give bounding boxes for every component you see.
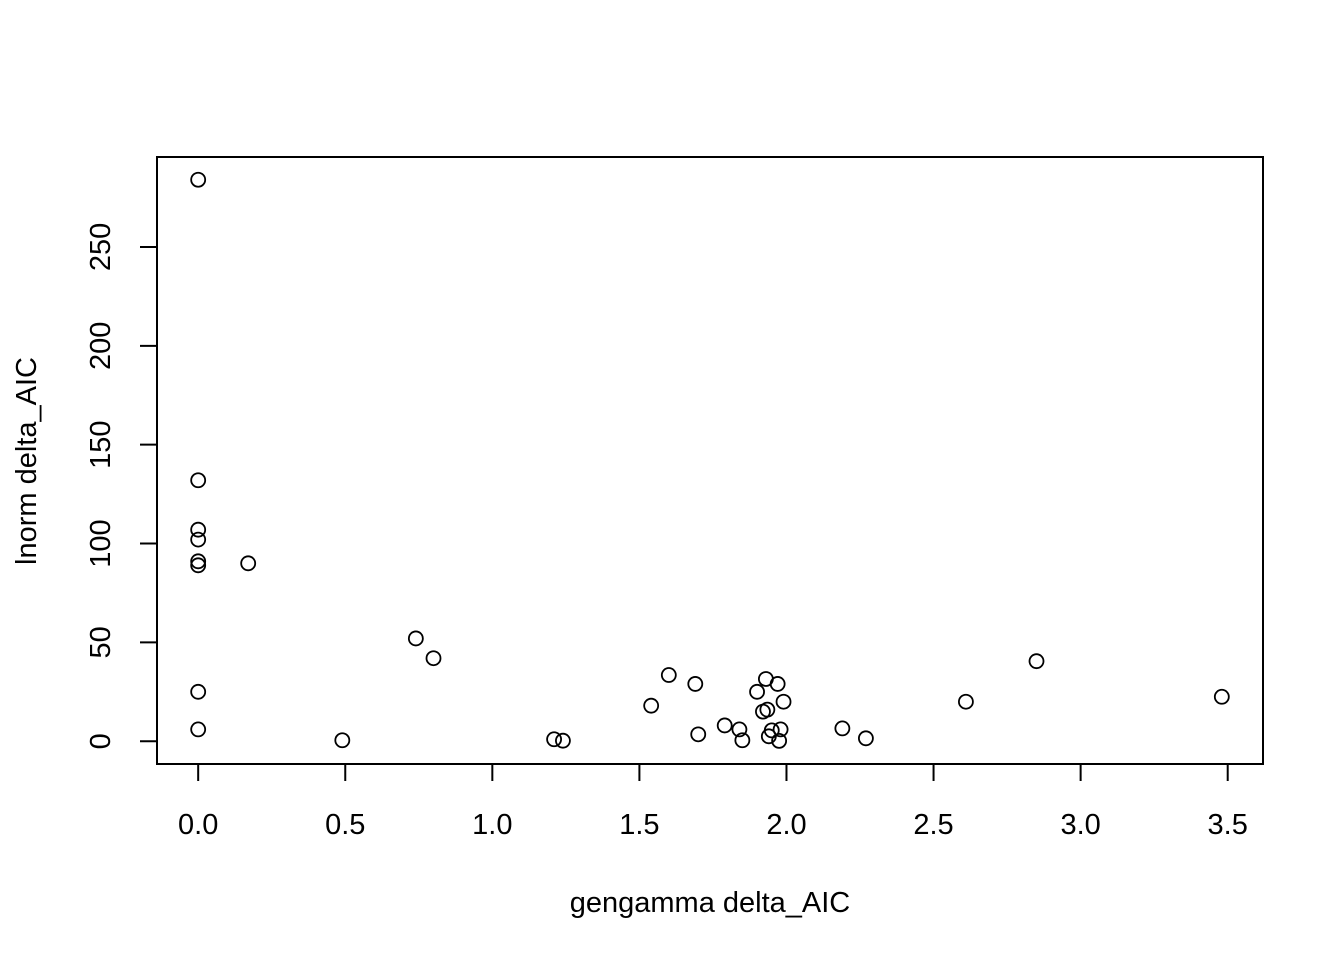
x-axis: 0.0 0.5 1.0 1.5 2.0 2.5 3.0 3.5 <box>178 763 1248 841</box>
data-point <box>763 722 780 739</box>
data-point <box>690 726 707 743</box>
data-point <box>769 676 786 692</box>
data-point <box>407 630 424 647</box>
data-point <box>643 697 660 714</box>
x-tick-label: 0.0 <box>178 809 218 841</box>
x-tick-label: 2.0 <box>766 809 806 841</box>
data-point <box>190 531 207 548</box>
y-tick-label: 100 <box>85 519 117 567</box>
y-tick-label: 0 <box>85 733 117 749</box>
data-point <box>716 717 733 734</box>
data-point <box>555 732 571 749</box>
y-axis-title: lnorm delta_AIC <box>11 357 43 565</box>
data-point <box>775 693 792 710</box>
data-point <box>425 650 442 667</box>
data-point <box>857 730 874 747</box>
scatter-points <box>190 171 1230 749</box>
x-tick-label: 0.5 <box>325 809 365 841</box>
data-point <box>1028 653 1045 670</box>
x-tick-label: 3.5 <box>1208 809 1248 841</box>
y-axis: 0 50 100 150 200 250 <box>85 223 158 749</box>
data-point <box>834 720 851 737</box>
data-point <box>546 731 563 748</box>
data-point <box>240 555 257 572</box>
data-point <box>734 732 751 749</box>
data-point <box>759 701 776 718</box>
data-point <box>190 683 207 700</box>
data-point <box>334 732 351 749</box>
data-point <box>772 721 789 738</box>
y-tick-label: 200 <box>85 322 117 370</box>
x-axis-title: gengamma delta_AIC <box>570 887 851 919</box>
y-tick-label: 250 <box>85 223 117 271</box>
data-point <box>190 521 207 538</box>
data-point <box>190 171 207 188</box>
data-point <box>190 553 207 570</box>
data-point <box>190 472 207 489</box>
plot-box <box>156 156 1264 765</box>
data-point <box>190 721 207 738</box>
data-point <box>958 693 974 710</box>
data-point <box>731 721 748 738</box>
data-point <box>1213 688 1230 705</box>
x-tick-label: 3.0 <box>1060 809 1100 841</box>
x-tick-label: 1.5 <box>619 809 659 841</box>
data-point <box>660 667 677 683</box>
y-tick-label: 150 <box>85 420 117 468</box>
data-point <box>190 557 207 574</box>
data-point <box>749 683 765 700</box>
data-point <box>687 676 704 692</box>
data-point <box>771 732 788 749</box>
y-tick-label: 50 <box>85 626 117 658</box>
x-tick-label: 2.5 <box>913 809 953 841</box>
x-tick-label: 1.0 <box>472 809 512 841</box>
